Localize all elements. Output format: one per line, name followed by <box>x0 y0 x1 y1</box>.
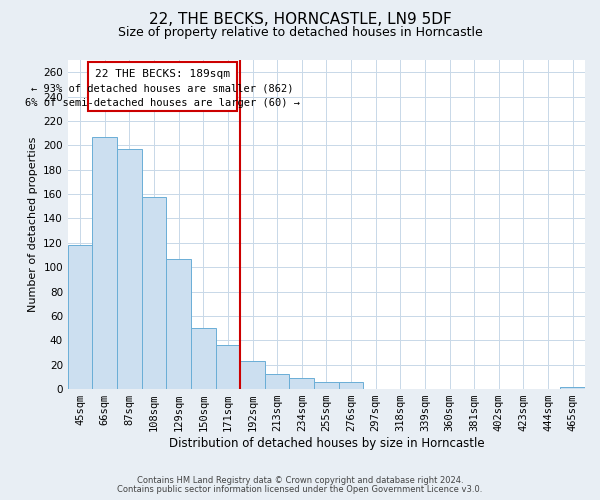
Bar <box>289 378 314 389</box>
Bar <box>265 374 289 389</box>
Bar <box>560 386 585 389</box>
FancyBboxPatch shape <box>88 62 236 111</box>
Bar <box>142 196 166 389</box>
Bar <box>314 382 339 389</box>
Text: ← 93% of detached houses are smaller (862): ← 93% of detached houses are smaller (86… <box>31 83 293 93</box>
Bar <box>166 258 191 389</box>
Text: Contains public sector information licensed under the Open Government Licence v3: Contains public sector information licen… <box>118 485 482 494</box>
Text: Contains HM Land Registry data © Crown copyright and database right 2024.: Contains HM Land Registry data © Crown c… <box>137 476 463 485</box>
Bar <box>240 361 265 389</box>
Bar <box>215 345 240 389</box>
Bar <box>68 246 92 389</box>
X-axis label: Distribution of detached houses by size in Horncastle: Distribution of detached houses by size … <box>169 437 484 450</box>
Bar <box>191 328 215 389</box>
Text: 22 THE BECKS: 189sqm: 22 THE BECKS: 189sqm <box>95 68 230 78</box>
Bar <box>339 382 364 389</box>
Text: Size of property relative to detached houses in Horncastle: Size of property relative to detached ho… <box>118 26 482 39</box>
Y-axis label: Number of detached properties: Number of detached properties <box>28 137 38 312</box>
Text: 6% of semi-detached houses are larger (60) →: 6% of semi-detached houses are larger (6… <box>25 98 299 108</box>
Bar <box>92 137 117 389</box>
Bar <box>117 149 142 389</box>
Text: 22, THE BECKS, HORNCASTLE, LN9 5DF: 22, THE BECKS, HORNCASTLE, LN9 5DF <box>149 12 451 28</box>
